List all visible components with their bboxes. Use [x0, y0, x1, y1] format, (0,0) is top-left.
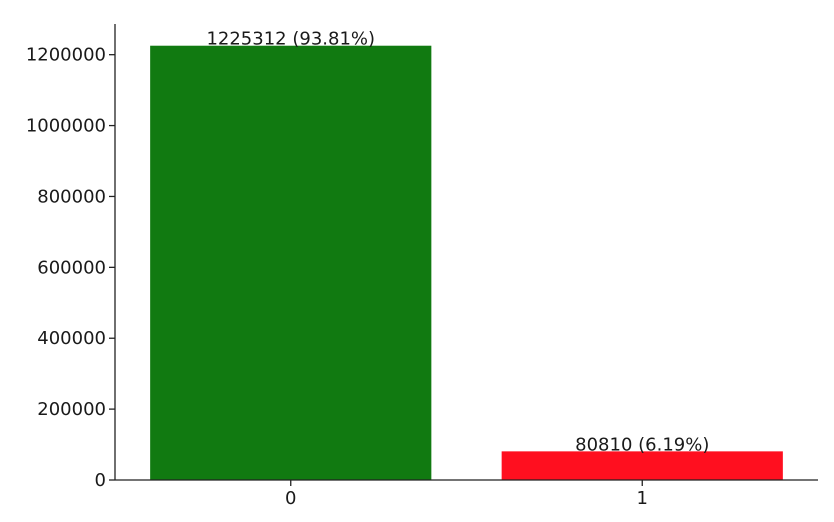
data-label-1: 80810 (6.19%) — [575, 434, 709, 455]
data-label-0: 1225312 (93.81%) — [206, 29, 375, 50]
y-tick-label: 1200000 — [26, 45, 106, 66]
y-tick-label: 200000 — [37, 399, 106, 420]
y-axis-ticks: 0 200000 400000 600000 800000 1000000 1200000 — [26, 45, 115, 491]
y-tick-label: 0 — [95, 470, 106, 491]
y-tick-label: 1000000 — [26, 116, 106, 137]
plot-area: 1225312 (93.81%) 80810 (6.19%) — [150, 29, 783, 480]
bar-0 — [150, 45, 432, 480]
x-tick-label: 1 — [637, 488, 648, 509]
y-tick-label: 400000 — [37, 328, 106, 349]
bars-group — [150, 45, 783, 480]
x-tick-label: 0 — [285, 488, 296, 509]
data-labels-group: 1225312 (93.81%) 80810 (6.19%) — [206, 29, 709, 456]
bar-1 — [501, 451, 783, 480]
y-tick-label: 600000 — [37, 257, 106, 278]
y-tick-label: 800000 — [37, 186, 106, 207]
